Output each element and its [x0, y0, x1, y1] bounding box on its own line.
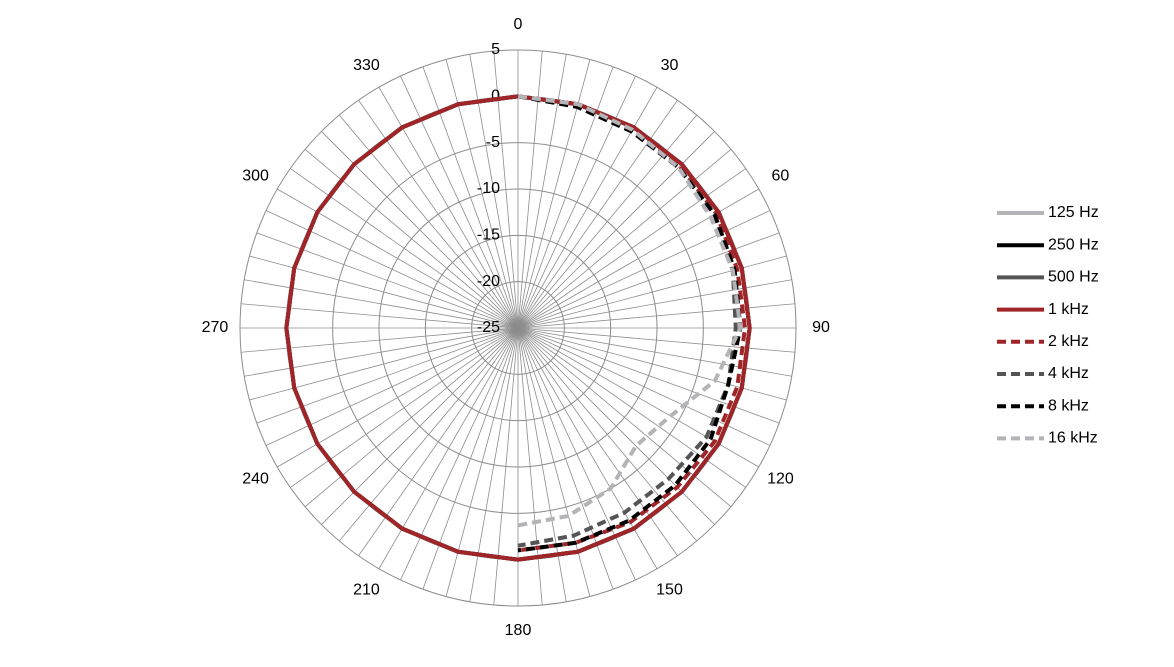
legend-label: 250 Hz [1048, 236, 1099, 253]
series-line [517, 94, 743, 553]
theta-tick-label: 330 [353, 57, 380, 74]
r-tick-label: -20 [477, 273, 500, 290]
ring-grid-line [239, 49, 797, 607]
theta-tick-label: 270 [202, 319, 229, 336]
r-tick-label: 0 [491, 88, 500, 105]
theta-tick-label: 300 [242, 168, 269, 185]
r-tick-label: -5 [486, 134, 500, 151]
legend-label: 16 kHz [1048, 430, 1098, 447]
theta-tick-label: 60 [772, 168, 790, 185]
r-tick-label: -25 [477, 319, 500, 336]
legend-label: 8 kHz [1048, 397, 1089, 414]
r-tick-label: 5 [491, 41, 500, 58]
series-line [517, 94, 748, 553]
ring-grid-line [378, 188, 658, 468]
theta-tick-label: 90 [812, 319, 830, 336]
legend-label: 125 Hz [1048, 204, 1099, 221]
ring-grid-line [424, 234, 612, 422]
theta-tick-label: 240 [242, 471, 269, 488]
theta-tick-label: 210 [353, 582, 380, 599]
legend-label: 500 Hz [1048, 269, 1099, 286]
ring-grid-line [332, 142, 704, 514]
legend-label: 4 kHz [1048, 365, 1089, 382]
legend-label: 2 kHz [1048, 333, 1089, 350]
r-tick-label: -15 [477, 227, 500, 244]
theta-tick-label: 30 [661, 57, 679, 74]
series-line [284, 94, 752, 562]
theta-tick-label: 0 [514, 16, 523, 33]
series-line [517, 94, 743, 528]
legend-label: 1 kHz [1048, 301, 1089, 318]
theta-tick-label: 120 [767, 471, 794, 488]
theta-tick-label: 180 [505, 622, 532, 639]
ring-grid-line [471, 281, 565, 375]
theta-tick-label: 150 [656, 582, 683, 599]
r-tick-label: -10 [477, 180, 500, 197]
